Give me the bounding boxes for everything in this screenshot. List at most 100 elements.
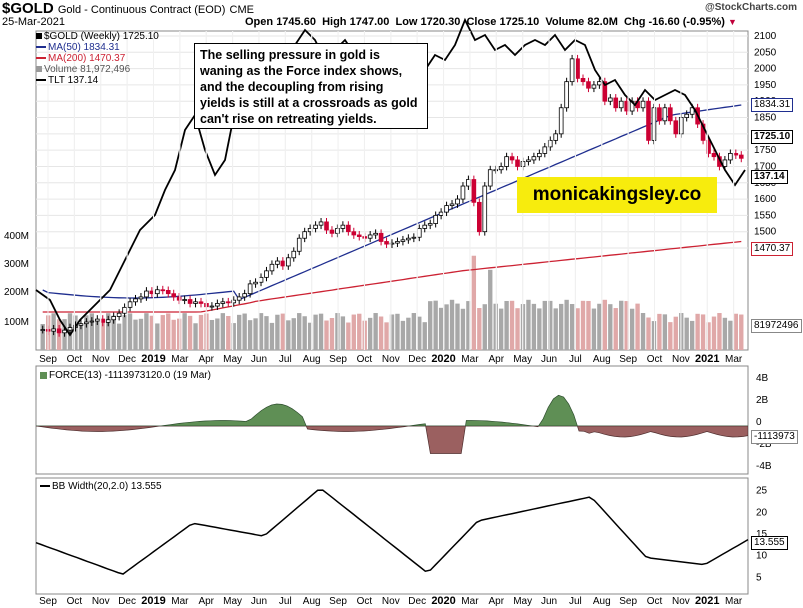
- price-x-tick-label: 2020: [431, 353, 455, 365]
- volume-bar: [700, 314, 706, 350]
- bb-x-tick-label: Jul: [569, 596, 582, 607]
- bb-axis-label: 20: [756, 507, 768, 518]
- volume-bar: [602, 299, 608, 350]
- price-axis-label: 1950: [754, 80, 777, 91]
- price-axis-label: 2000: [754, 64, 777, 75]
- volume-bar: [575, 308, 580, 350]
- volume-bar: [307, 322, 313, 350]
- price-candle-body: [564, 81, 569, 109]
- price-x-tick-label: 2021: [695, 353, 719, 365]
- volume-bar: [258, 313, 264, 350]
- price-candle-body: [711, 153, 717, 158]
- volume-bar: [728, 320, 733, 350]
- volume-bar: [629, 308, 635, 350]
- bb-x-tick-label: Aug: [593, 596, 611, 607]
- volume-bar: [247, 320, 253, 350]
- volume-bar: [313, 314, 318, 350]
- stockcharts-brand[interactable]: @StockCharts.com: [705, 2, 797, 13]
- price-candle-body: [78, 323, 84, 326]
- price-x-tick-label: Nov: [672, 354, 690, 365]
- force-axis-label: 2B: [756, 395, 769, 406]
- price-candle-body: [302, 231, 307, 239]
- monicakingsley-banner[interactable]: monicakingsley.co: [517, 177, 717, 213]
- volume-bar: [297, 313, 302, 350]
- volume-bar: [684, 317, 689, 350]
- volume-bar: [286, 320, 291, 350]
- price-candle-body: [575, 58, 580, 79]
- price-candle-body: [346, 224, 351, 233]
- volume-bar: [187, 315, 193, 350]
- volume-bar: [580, 300, 586, 350]
- price-candle-body: [324, 221, 329, 231]
- volume-bar: [564, 299, 569, 350]
- price-candle-body: [133, 298, 138, 303]
- volume-bar: [166, 313, 171, 350]
- annotation-box: The selling pressure in gold is waning a…: [194, 43, 428, 129]
- symbol-exchange: CME: [229, 4, 254, 16]
- volume-bar: [477, 308, 482, 350]
- price-candle-body: [138, 296, 144, 300]
- volume-bar: [619, 300, 624, 350]
- price-candle-body: [94, 318, 100, 322]
- force-axis-label: 0: [756, 417, 762, 428]
- volume-bar: [231, 323, 236, 350]
- bb-x-tick-label: Jul: [279, 596, 292, 607]
- price-candle-body: [275, 260, 280, 265]
- volume-bar: [493, 303, 498, 350]
- volume-bar: [209, 319, 215, 350]
- volume-bar: [329, 318, 335, 350]
- volume-bar: [466, 301, 471, 350]
- price-x-tick-label: Mar: [171, 354, 189, 365]
- price-candle-body: [171, 293, 177, 298]
- ma50-price-tag: 1834.31: [751, 98, 794, 112]
- volume-bar: [89, 313, 95, 350]
- chart-symbol: $GOLD Gold - Continuous Contract (EOD) C…: [2, 0, 254, 17]
- bb-x-tick-label: Sep: [619, 596, 637, 607]
- force-title: FORCE(13) -1113973120.0 (19 Mar): [40, 370, 211, 381]
- volume-bar: [384, 322, 389, 350]
- volume-bar: [133, 319, 138, 350]
- price-candle-body: [668, 107, 673, 122]
- price-candle-body: [231, 299, 237, 304]
- price-candle-body: [116, 312, 122, 317]
- price-axis-label: 1500: [754, 227, 777, 238]
- price-candle-body: [498, 166, 504, 171]
- volume-bar: [482, 304, 487, 350]
- price-candle-body: [733, 153, 739, 156]
- volume-bar: [488, 269, 493, 350]
- price-candle-body: [569, 58, 575, 83]
- volume-axis-label: 300M: [4, 259, 29, 270]
- volume-bar: [280, 313, 286, 350]
- volume-bar: [646, 317, 651, 350]
- volume-bar: [215, 318, 220, 350]
- volume-bar: [509, 300, 515, 350]
- force-axis-label: -4B: [756, 461, 772, 472]
- price-candle-body: [193, 301, 198, 304]
- volume-bar: [160, 315, 165, 350]
- price-candle-body: [258, 276, 264, 283]
- volume-bar: [40, 324, 45, 350]
- volume-bar: [340, 316, 346, 350]
- price-x-tick-label: Apr: [198, 354, 214, 365]
- price-candle-body: [215, 303, 220, 307]
- price-candle-body: [597, 81, 602, 86]
- volume-axis-label: 200M: [4, 287, 29, 298]
- bb-x-tick-label: Sep: [329, 596, 347, 607]
- panel-frame-3: [35, 477, 749, 595]
- bb-x-tick-label: Aug: [303, 596, 321, 607]
- volume-bar: [635, 303, 640, 350]
- bb-axis-label: 5: [756, 572, 762, 583]
- volume-bar: [335, 313, 340, 350]
- volume-bar: [586, 300, 591, 350]
- price-candle-body: [247, 283, 253, 295]
- bb-x-tick-label: Dec: [408, 596, 426, 607]
- volume-bar: [608, 304, 613, 350]
- volume-bar: [537, 308, 542, 350]
- price-candle-body: [127, 301, 133, 308]
- volume-bar: [455, 303, 460, 350]
- volume-bar: [558, 303, 564, 350]
- price-candle-body: [591, 84, 597, 89]
- price-candle-body: [411, 236, 417, 239]
- price-x-tick-label: Dec: [118, 354, 136, 365]
- price-candle-body: [657, 107, 662, 122]
